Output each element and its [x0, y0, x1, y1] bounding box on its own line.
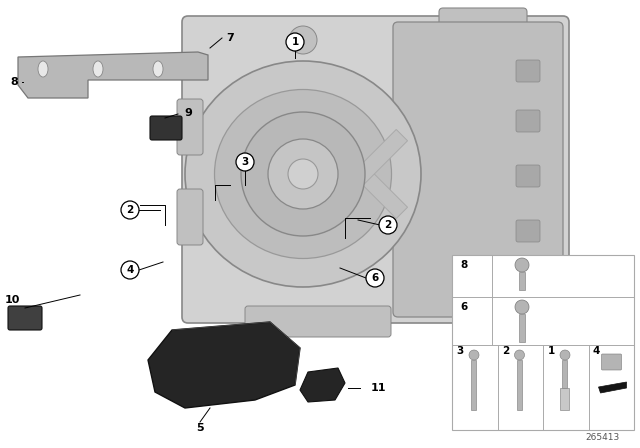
Polygon shape — [148, 322, 300, 408]
Text: 2: 2 — [126, 205, 134, 215]
Ellipse shape — [38, 61, 48, 77]
Text: 2: 2 — [385, 220, 392, 230]
Circle shape — [560, 350, 570, 360]
Circle shape — [515, 350, 525, 360]
Text: 9: 9 — [184, 108, 192, 118]
Text: 8: 8 — [460, 260, 468, 270]
FancyBboxPatch shape — [177, 189, 203, 245]
Text: 2: 2 — [502, 346, 509, 356]
Text: 1: 1 — [291, 37, 299, 47]
Text: 3: 3 — [456, 346, 463, 356]
Text: 5: 5 — [196, 423, 204, 433]
Circle shape — [121, 201, 139, 219]
FancyBboxPatch shape — [150, 116, 182, 140]
Text: 4: 4 — [593, 346, 600, 356]
FancyBboxPatch shape — [8, 306, 42, 330]
Ellipse shape — [214, 90, 392, 258]
Bar — [562, 360, 567, 388]
FancyBboxPatch shape — [516, 110, 540, 132]
Ellipse shape — [185, 61, 421, 287]
FancyBboxPatch shape — [602, 354, 621, 370]
Text: 10: 10 — [4, 295, 20, 305]
Text: 7: 7 — [226, 33, 234, 43]
Text: 11: 11 — [371, 383, 386, 393]
Bar — [471, 360, 476, 410]
Text: 265413: 265413 — [586, 433, 620, 442]
Circle shape — [515, 258, 529, 272]
Bar — [452, 255, 634, 430]
FancyBboxPatch shape — [516, 220, 540, 242]
Bar — [519, 272, 525, 290]
Text: 4: 4 — [126, 265, 134, 275]
Text: 8: 8 — [10, 77, 18, 87]
FancyBboxPatch shape — [177, 99, 203, 155]
Circle shape — [289, 26, 317, 54]
Bar — [519, 314, 525, 342]
Text: 6: 6 — [460, 302, 468, 312]
Polygon shape — [18, 52, 208, 98]
FancyBboxPatch shape — [516, 275, 540, 297]
Polygon shape — [319, 129, 408, 219]
Circle shape — [236, 153, 254, 171]
Circle shape — [469, 350, 479, 360]
FancyBboxPatch shape — [182, 16, 569, 323]
Circle shape — [268, 139, 338, 209]
Circle shape — [366, 269, 384, 287]
FancyBboxPatch shape — [439, 8, 527, 56]
Ellipse shape — [153, 61, 163, 77]
Circle shape — [515, 300, 529, 314]
Bar — [560, 388, 569, 410]
Circle shape — [286, 33, 304, 51]
Polygon shape — [598, 382, 627, 393]
FancyBboxPatch shape — [245, 306, 391, 337]
FancyBboxPatch shape — [516, 60, 540, 82]
Circle shape — [288, 159, 318, 189]
Polygon shape — [319, 129, 408, 219]
FancyBboxPatch shape — [393, 22, 563, 317]
Polygon shape — [300, 368, 345, 402]
Text: 3: 3 — [241, 157, 248, 167]
Bar — [516, 360, 522, 410]
Circle shape — [241, 112, 365, 236]
Circle shape — [379, 216, 397, 234]
Circle shape — [121, 261, 139, 279]
Ellipse shape — [93, 61, 103, 77]
Text: 6: 6 — [371, 273, 379, 283]
Text: 1: 1 — [547, 346, 555, 356]
FancyBboxPatch shape — [516, 165, 540, 187]
